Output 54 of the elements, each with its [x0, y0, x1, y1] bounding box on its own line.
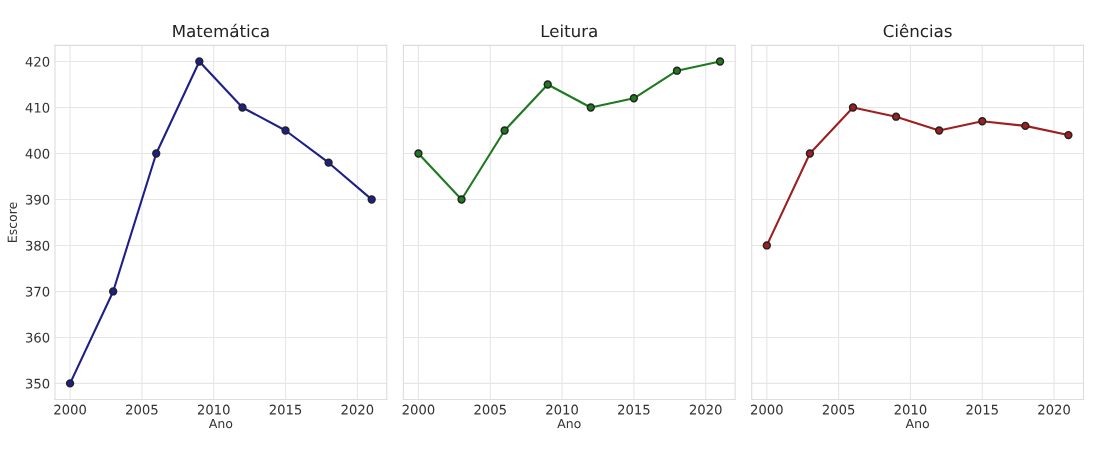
x-tick-label: 2005: [474, 404, 506, 415]
point: [195, 57, 204, 66]
point: [629, 94, 639, 103]
chart-title: Matemática: [173, 23, 269, 38]
point: [978, 117, 987, 126]
x-tick-label: 2000: [750, 404, 783, 415]
point: [457, 195, 466, 204]
point: [152, 149, 161, 158]
x-tick-label: 2000: [54, 404, 86, 415]
x-tick-label: 2005: [126, 404, 158, 415]
x-tick-label: 2020: [689, 404, 722, 415]
point: [281, 126, 290, 135]
y-tick-label: 420: [25, 56, 50, 67]
y-tick-label: 350: [25, 378, 50, 389]
point: [805, 149, 815, 158]
x-tick-label: 2015: [966, 404, 998, 415]
point: [891, 112, 901, 121]
y-tick-label: 360: [25, 332, 50, 343]
x-axis-title: Ano: [557, 418, 581, 429]
x-axis-title: Ano: [905, 418, 929, 429]
y-tick-label: 380: [25, 240, 50, 251]
point: [109, 287, 118, 296]
point: [414, 149, 423, 158]
point: [367, 195, 376, 204]
point: [934, 126, 944, 135]
point: [715, 57, 725, 66]
chart-title: Leitura: [541, 24, 597, 38]
y-tick-label: 370: [25, 286, 50, 297]
point: [1021, 121, 1030, 131]
y-axis-title: Escore: [7, 202, 17, 242]
point: [672, 66, 682, 75]
point: [324, 158, 333, 167]
x-tick-label: 2010: [197, 404, 230, 415]
point: [65, 379, 75, 388]
x-tick-label: 2020: [1038, 404, 1070, 415]
point: [586, 103, 595, 112]
point: [500, 126, 509, 135]
x-tick-label: 2000: [402, 404, 435, 415]
y-tick-label: 410: [25, 102, 50, 113]
y-tick-label: 400: [25, 148, 50, 159]
x-axis-title: Ano: [208, 418, 233, 429]
x-tick-label: 2010: [546, 404, 578, 415]
x-tick-label: 2015: [618, 404, 650, 415]
point: [762, 241, 771, 250]
y-tick-label: 390: [25, 194, 50, 205]
point: [1064, 130, 1073, 140]
x-tick-label: 2010: [894, 404, 927, 415]
point: [848, 103, 858, 112]
x-tick-label: 2015: [269, 404, 302, 415]
chart-title: Ciências: [883, 23, 952, 38]
x-tick-label: 2005: [822, 404, 855, 415]
point: [543, 80, 552, 89]
point: [238, 103, 247, 112]
x-tick-label: 2020: [341, 404, 374, 415]
